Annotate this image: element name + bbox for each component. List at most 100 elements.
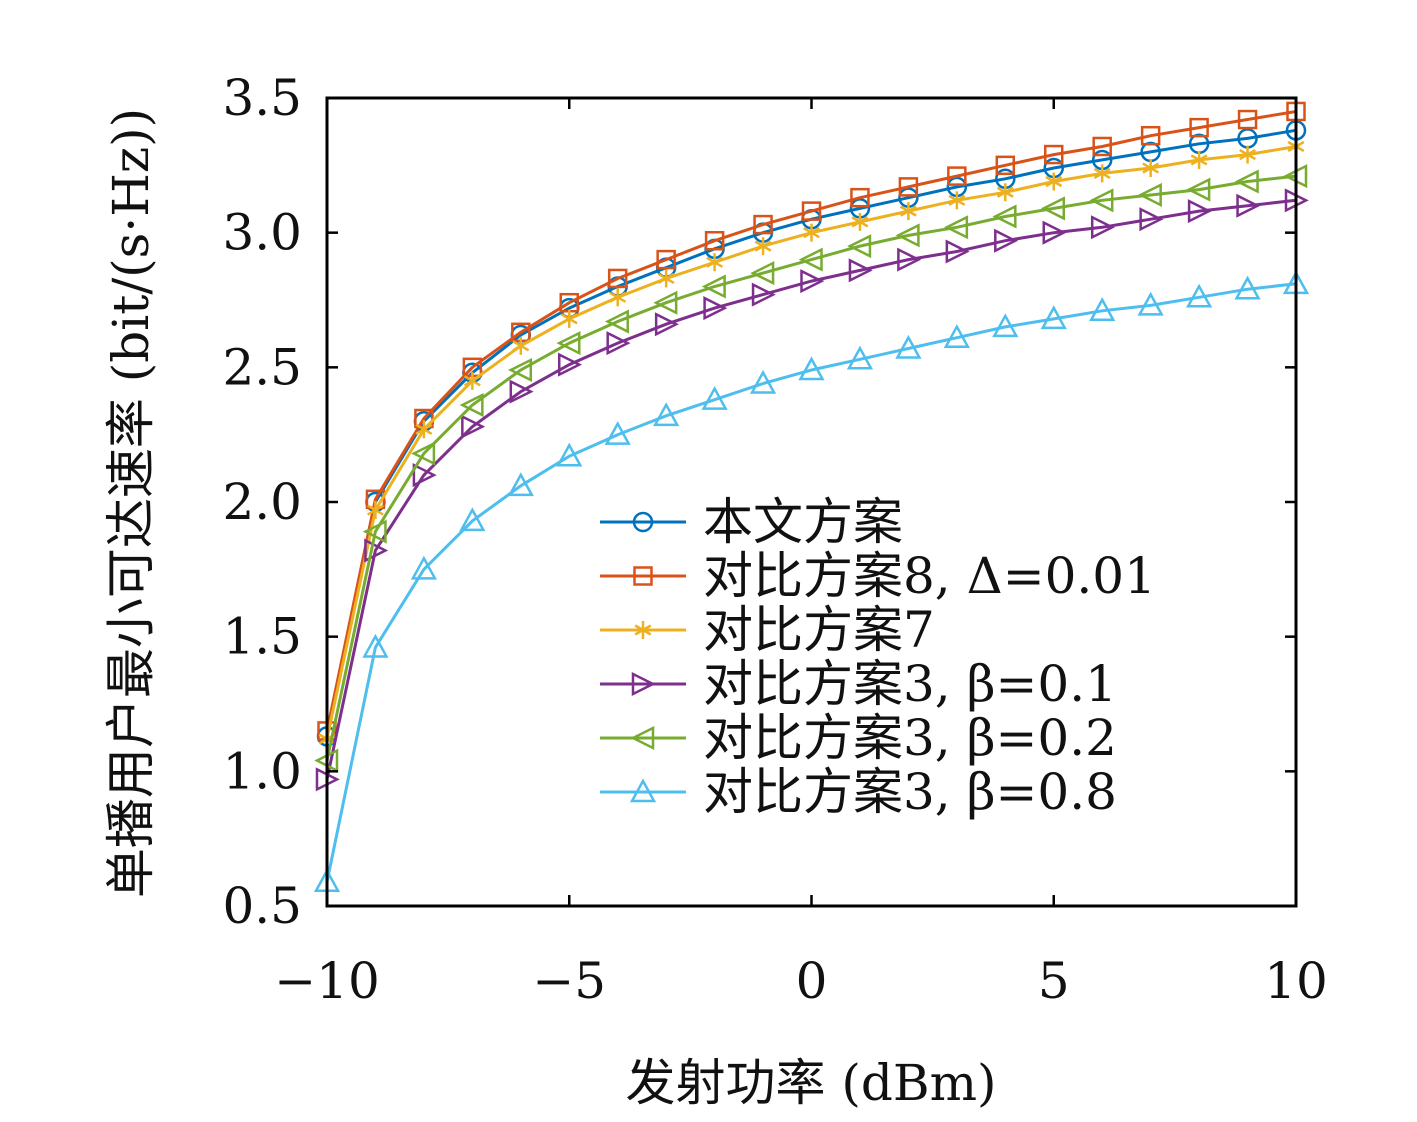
data-point bbox=[798, 356, 825, 381]
data-point bbox=[992, 204, 1017, 229]
legend-marker bbox=[631, 671, 656, 697]
data-point bbox=[706, 253, 724, 272]
y-tick-label: 2.0 bbox=[222, 473, 302, 531]
y-tick-label: 0.5 bbox=[222, 877, 302, 935]
legend-item: 对比方案7 bbox=[600, 601, 935, 659]
data-point bbox=[753, 214, 773, 235]
data-point bbox=[607, 268, 628, 289]
data-point bbox=[1093, 164, 1111, 183]
legend-marker bbox=[632, 511, 654, 533]
data-point bbox=[754, 237, 772, 256]
series-5 bbox=[314, 164, 1308, 773]
legend-item: 对比方案3, β=0.8 bbox=[600, 763, 1117, 821]
x-axis-label: 发射功率 (dBm) bbox=[625, 1054, 996, 1112]
data-point bbox=[992, 313, 1019, 338]
data-point bbox=[1185, 283, 1213, 308]
data-point bbox=[1142, 159, 1160, 178]
data-point bbox=[657, 269, 675, 288]
axes-layer: −10 −5 0 5 10 0.5 1.0 1.5 2.0 2.5 3.0 3.5 bbox=[222, 69, 1327, 1010]
y-tick-label: 3.0 bbox=[222, 204, 302, 262]
data-point bbox=[897, 247, 922, 272]
legend-marker bbox=[634, 621, 652, 639]
y-tick-label: 3.5 bbox=[222, 69, 302, 127]
data-point bbox=[945, 239, 970, 264]
data-point bbox=[1040, 196, 1065, 221]
legend-label: 对比方案3, β=0.2 bbox=[703, 709, 1117, 767]
data-point bbox=[461, 414, 486, 439]
data-point bbox=[1089, 188, 1114, 213]
legend-label: 对比方案3, β=0.1 bbox=[703, 655, 1117, 713]
data-point bbox=[606, 331, 631, 356]
data-point bbox=[850, 187, 870, 208]
data-point bbox=[704, 230, 725, 251]
data-point bbox=[751, 282, 776, 307]
data-point bbox=[1044, 144, 1064, 165]
series-line bbox=[325, 282, 1297, 883]
legend-marker bbox=[633, 566, 653, 586]
data-point bbox=[948, 191, 966, 210]
x-tick-label: −5 bbox=[532, 952, 606, 1010]
data-point bbox=[653, 290, 678, 315]
legend-item: 本文方案 bbox=[600, 493, 903, 551]
data-point bbox=[362, 633, 389, 658]
data-point bbox=[847, 234, 872, 259]
data-point bbox=[556, 442, 583, 467]
legend-marker bbox=[629, 778, 657, 803]
series-line bbox=[325, 174, 1297, 761]
data-point bbox=[1186, 177, 1211, 202]
y-tick-label: 1.5 bbox=[222, 608, 302, 666]
data-point bbox=[848, 258, 873, 283]
data-point bbox=[410, 555, 438, 580]
data-point bbox=[604, 309, 629, 334]
y-tick-label: 1.0 bbox=[222, 742, 302, 800]
data-point bbox=[1137, 291, 1164, 316]
data-point bbox=[943, 324, 970, 348]
data-point bbox=[1239, 145, 1256, 164]
data-point bbox=[895, 223, 920, 248]
data-point bbox=[653, 402, 680, 427]
data-point bbox=[899, 202, 917, 221]
data-point bbox=[1234, 275, 1261, 300]
legend-label: 对比方案8, Δ=0.01 bbox=[703, 547, 1156, 605]
data-point bbox=[1236, 193, 1261, 218]
data-point bbox=[556, 331, 581, 356]
data-point bbox=[1042, 220, 1067, 245]
data-point bbox=[800, 269, 825, 294]
legend-marker bbox=[630, 725, 655, 751]
data-point bbox=[801, 201, 822, 221]
data-point bbox=[944, 215, 969, 240]
x-tick-label: −10 bbox=[274, 952, 380, 1010]
data-point bbox=[1140, 125, 1161, 146]
data-point bbox=[1139, 207, 1164, 232]
series-line bbox=[325, 198, 1297, 780]
data-point bbox=[507, 472, 534, 497]
data-point bbox=[362, 519, 387, 544]
legend-background bbox=[588, 488, 1278, 883]
data-point bbox=[996, 183, 1014, 202]
data-point bbox=[1237, 109, 1258, 130]
data-point bbox=[846, 345, 874, 370]
data-point bbox=[1189, 117, 1209, 138]
data-point bbox=[750, 261, 775, 286]
data-point bbox=[604, 421, 631, 445]
data-point bbox=[701, 386, 728, 410]
y-tick-label: 2.5 bbox=[222, 338, 302, 396]
data-point bbox=[995, 155, 1016, 176]
data-point bbox=[1234, 169, 1259, 194]
data-point bbox=[560, 309, 578, 328]
x-tick-label: 10 bbox=[1264, 952, 1328, 1010]
data-point bbox=[803, 223, 820, 242]
legend-item: 对比方案3, β=0.1 bbox=[600, 655, 1117, 713]
data-point bbox=[1090, 215, 1115, 240]
data-point bbox=[654, 312, 679, 337]
data-point bbox=[459, 507, 486, 532]
data-point bbox=[1187, 199, 1212, 224]
data-point bbox=[508, 358, 533, 383]
data-point bbox=[947, 166, 967, 186]
legend-label: 本文方案 bbox=[703, 493, 903, 551]
data-point bbox=[609, 288, 627, 307]
legend-label: 对比方案3, β=0.8 bbox=[703, 763, 1117, 821]
y-axis-label: 单播用户最小可达速率 (bit/(s·Hz)) bbox=[102, 108, 160, 898]
